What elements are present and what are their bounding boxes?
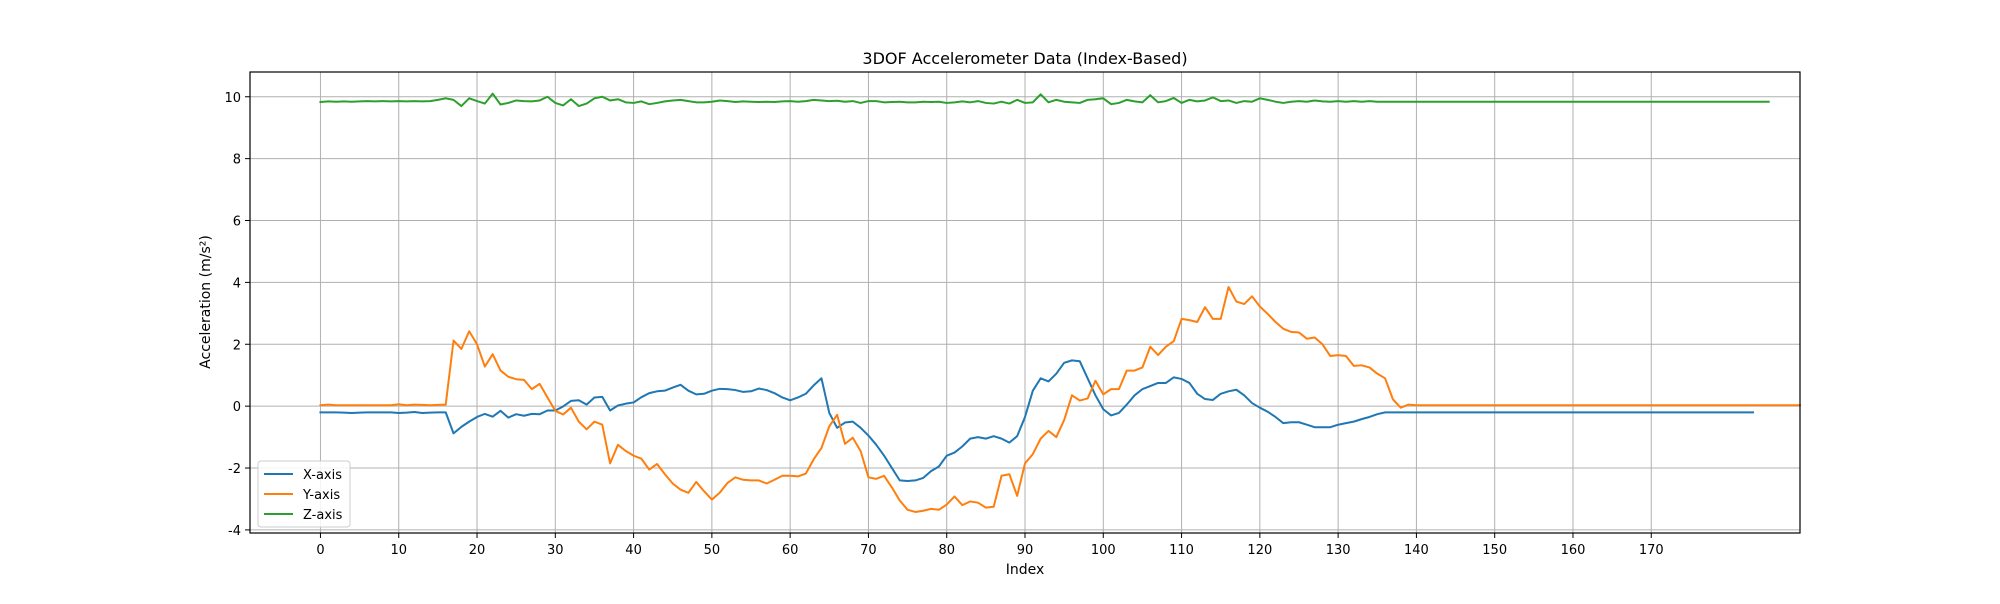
x-tick-label: 60 bbox=[782, 543, 799, 558]
x-tick-label: 170 bbox=[1639, 543, 1664, 558]
x-tick-label: 150 bbox=[1482, 543, 1507, 558]
x-tick-label: 140 bbox=[1404, 543, 1429, 558]
y-tick-label: 2 bbox=[233, 338, 241, 353]
series-layer bbox=[319, 92, 1801, 513]
x-tick-label: 40 bbox=[625, 543, 642, 558]
legend-label-y: Y-axis bbox=[302, 488, 340, 503]
x-tick-label: 50 bbox=[704, 543, 721, 558]
y-tick-label: 6 bbox=[233, 215, 241, 230]
y-axis-label: Acceleration (m/s²) bbox=[198, 235, 214, 369]
y-tick-label: 0 bbox=[233, 400, 241, 415]
legend-label-z: Z-axis bbox=[303, 508, 343, 523]
x-tick-label: 160 bbox=[1561, 543, 1586, 558]
x-tick-label: 20 bbox=[469, 543, 486, 558]
x-tick-label: 70 bbox=[860, 543, 877, 558]
y-tick-label: 4 bbox=[233, 276, 241, 291]
x-tick-label: 10 bbox=[390, 543, 407, 558]
legend-label-x: X-axis bbox=[303, 468, 342, 483]
chart-title: 3DOF Accelerometer Data (Index-Based) bbox=[862, 49, 1187, 68]
y-ticks: -4 -2 0 2 4 6 8 10 bbox=[224, 91, 250, 539]
x-tick-label: 110 bbox=[1169, 543, 1194, 558]
x-ticks: 0 10 20 30 40 50 60 70 80 90 100 110 120 130 140 150 160… bbox=[316, 533, 1664, 558]
x-tick-label: 100 bbox=[1091, 543, 1116, 558]
series-line-z bbox=[319, 92, 1770, 108]
series-line-x bbox=[319, 359, 1755, 483]
x-tick-label: 120 bbox=[1247, 543, 1272, 558]
x-tick-label: 30 bbox=[547, 543, 564, 558]
y-tick-label: -4 bbox=[228, 524, 241, 539]
series-line-y bbox=[319, 286, 1801, 513]
x-tick-label: 0 bbox=[316, 543, 324, 558]
y-tick-label: -2 bbox=[228, 462, 241, 477]
x-tick-label: 90 bbox=[1017, 543, 1034, 558]
x-tick-label: 130 bbox=[1326, 543, 1351, 558]
y-tick-label: 8 bbox=[233, 153, 241, 168]
grid bbox=[250, 72, 1800, 533]
legend-box bbox=[257, 460, 351, 528]
y-tick-label: 10 bbox=[224, 91, 241, 106]
legend: X-axis Y-axis Z-axis bbox=[257, 460, 351, 528]
x-axis-label: Index bbox=[1006, 562, 1045, 578]
x-tick-label: 80 bbox=[938, 543, 955, 558]
